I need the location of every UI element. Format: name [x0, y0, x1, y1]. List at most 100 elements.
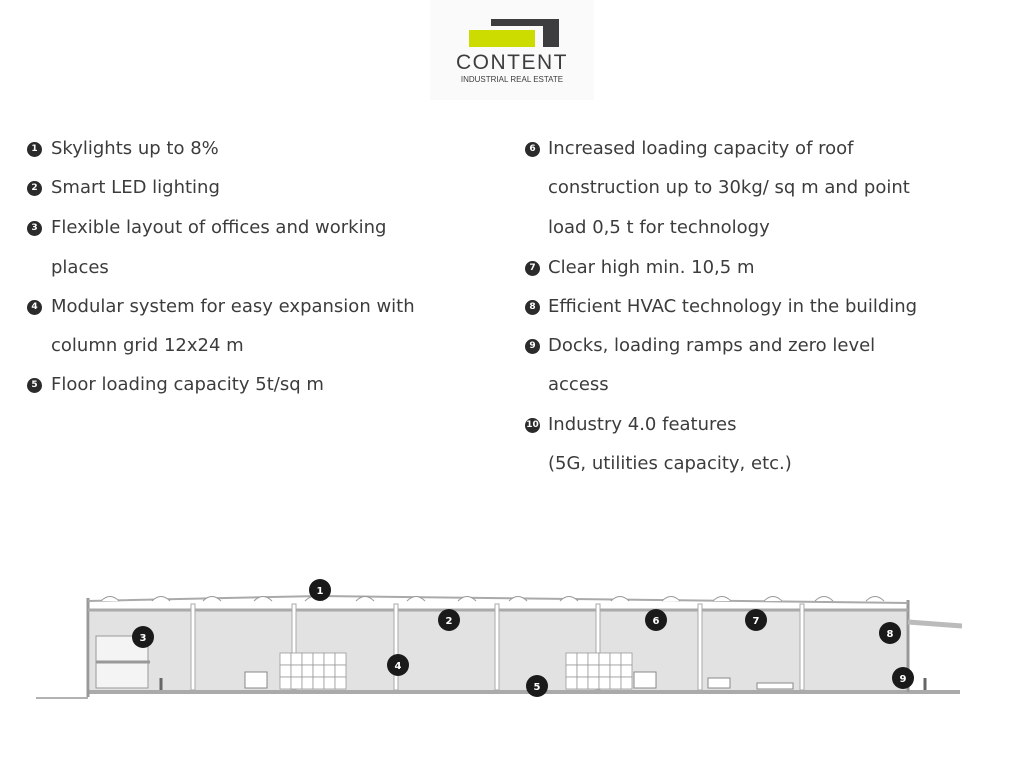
skylight [202, 596, 222, 602]
canopy [907, 619, 963, 629]
feature-number-badge: 3 [27, 221, 42, 236]
feature-number-badge: 8 [525, 300, 540, 315]
pallet-stack [587, 652, 600, 666]
feature-text: Clear high min. 10,5 m [548, 257, 755, 278]
crate [756, 682, 794, 690]
feature-number-badge: 5 [27, 378, 42, 393]
feature-text: load 0,5 t for technology [548, 217, 770, 238]
pallet-stack [609, 676, 622, 690]
pallet-stack [620, 676, 633, 690]
skylight [508, 596, 528, 602]
diagram-marker [132, 626, 154, 648]
forklift-icon [244, 671, 268, 689]
skylight [100, 596, 120, 602]
diagram-marker-label: 8 [887, 629, 894, 640]
pallet-stack [565, 676, 578, 690]
feature-text: Increased loading capacity of roof [548, 138, 854, 159]
diagram-marker [892, 667, 914, 689]
diagram-marker [645, 609, 667, 631]
logo-mark-lime [469, 30, 535, 47]
diagram-marker [309, 579, 331, 601]
pallet-stack [279, 652, 292, 666]
pallet-stack [301, 664, 314, 678]
skylight [712, 596, 732, 602]
pallet-stack [565, 664, 578, 678]
logo-tagline: INDUSTRIAL REAL ESTATE [460, 75, 564, 84]
feature-number-badge: 4 [27, 300, 42, 315]
diagram-marker-label: 9 [900, 674, 907, 685]
skylight [151, 596, 171, 602]
diagram-marker [387, 654, 409, 676]
skylight [457, 596, 477, 602]
feature-text: Flexible layout of offices and working [51, 217, 387, 238]
pallet-stack [587, 676, 600, 690]
skylight [559, 596, 579, 602]
feature-number-badge: 6 [525, 142, 540, 157]
feature-number-badge: 9 [525, 339, 540, 354]
skylight [610, 596, 630, 602]
feature-text: Efficient HVAC technology in the buildin… [548, 296, 918, 317]
pallet-stack [598, 652, 611, 666]
company-logo: CONTENT INDUSTRIAL REAL ESTATE [430, 0, 594, 100]
column [291, 603, 297, 691]
skylight [253, 596, 273, 602]
column [697, 603, 703, 691]
feature-number-badge: 2 [27, 181, 42, 196]
crate [707, 677, 731, 689]
pallet-stack [334, 676, 347, 690]
diagram-marker [438, 609, 460, 631]
feature-text: Skylights up to 8% [51, 138, 219, 159]
column [595, 603, 601, 691]
pallet-stack [620, 664, 633, 678]
feature-text: Industry 4.0 features [548, 414, 737, 435]
diagram-marker-label: 2 [446, 616, 453, 627]
pallet-stack [323, 652, 336, 666]
pallet-stack [312, 676, 325, 690]
pallet-stack [576, 676, 589, 690]
diagram-marker-label: 5 [534, 682, 541, 693]
skylight [814, 596, 834, 602]
feature-text: Modular system for easy expansion with [51, 296, 415, 317]
diagram-marker [526, 675, 548, 697]
diagram-marker-label: 4 [395, 661, 402, 672]
feature-text: Floor loading capacity 5t/sq m [51, 374, 324, 395]
skylight [406, 596, 426, 602]
diagram-marker [879, 622, 901, 644]
pallet-stack [587, 664, 600, 678]
pallet-stack [290, 652, 303, 666]
diagram-marker-label: 6 [653, 616, 660, 627]
column [393, 603, 399, 691]
pallet-stack [334, 664, 347, 678]
diagram-marker-label: 3 [140, 633, 147, 644]
pallet-stack [279, 676, 292, 690]
pallet-stack [598, 664, 611, 678]
pallet-stack [312, 652, 325, 666]
pallet-stack [312, 664, 325, 678]
column [190, 603, 196, 691]
skylight [865, 596, 885, 602]
pallet-stack [323, 664, 336, 678]
feature-number-badge: 7 [525, 261, 540, 276]
skylight [763, 596, 783, 602]
feature-number-badge: 1 [27, 142, 42, 157]
pallet-stack [565, 652, 578, 666]
pallet-stack [576, 664, 589, 678]
diagram-marker [745, 609, 767, 631]
column [799, 603, 805, 691]
pallet-stack [290, 676, 303, 690]
skylight [661, 596, 681, 602]
diagram-marker-label: 1 [317, 586, 324, 597]
diagram-marker-label: 7 [753, 616, 760, 627]
skylight [355, 596, 375, 602]
feature-text: places [51, 257, 109, 278]
feature-text: column grid 12x24 m [51, 335, 244, 356]
pallet-stack [620, 652, 633, 666]
pallet-stack [598, 676, 611, 690]
pallet-stack [609, 664, 622, 678]
pallet-stack [609, 652, 622, 666]
feature-text: Docks, loading ramps and zero level [548, 335, 876, 356]
pallet-stack [301, 652, 314, 666]
pallet-stack [290, 664, 303, 678]
pallet-stack [323, 676, 336, 690]
